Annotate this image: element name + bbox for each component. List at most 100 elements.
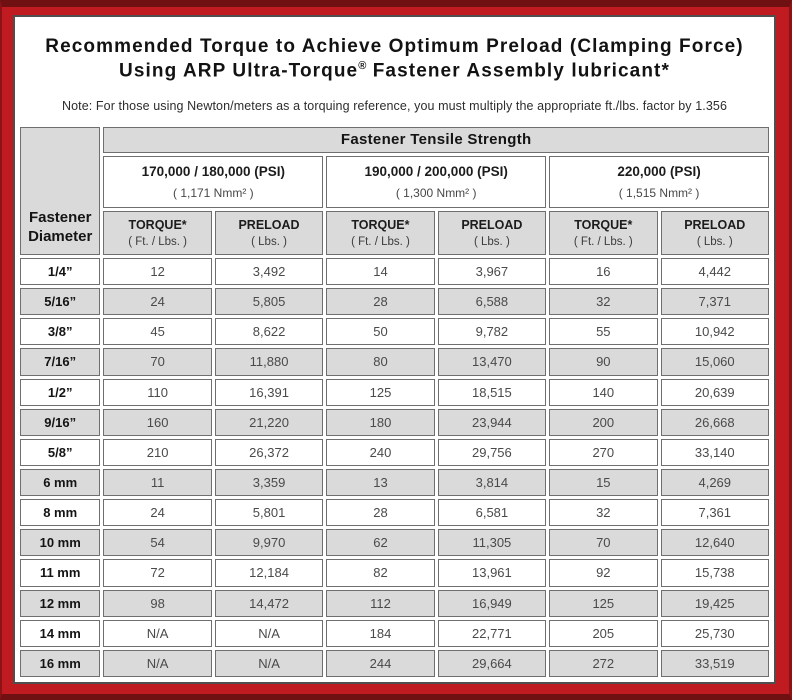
value-cell: 125: [326, 378, 435, 406]
table-row: 6 mm 11 3,359 13 3,814 15 4,269: [20, 468, 769, 497]
corner-header-fastener-diameter: Fastener Diameter: [20, 126, 101, 255]
value-cell: 82: [326, 559, 435, 587]
value-cell: 28: [326, 499, 435, 527]
value-cell: 25,730: [660, 619, 769, 647]
value-cell: 14,472: [214, 589, 324, 617]
value-cell: 18,515: [437, 378, 547, 406]
value-cell: 26,668: [660, 408, 769, 436]
value-cell: 50: [326, 318, 435, 346]
value-cell: 20,639: [660, 378, 769, 406]
value-cell: 22,771: [437, 619, 547, 647]
value-cell: 9,970: [214, 529, 324, 557]
value-cell: 92: [549, 559, 658, 587]
value-cell: 12,184: [214, 559, 324, 587]
value-cell: 5,805: [214, 288, 324, 316]
content-panel: Recommended Torque to Achieve Optimum Pr…: [13, 15, 776, 684]
value-cell: 98: [103, 589, 212, 617]
value-cell: N/A: [214, 619, 324, 647]
value-cell: 13: [326, 468, 435, 497]
value-cell: 11,880: [214, 348, 324, 376]
value-cell: 28: [326, 288, 435, 316]
diameter-cell: 16 mm: [20, 649, 101, 677]
value-cell: 29,756: [437, 438, 547, 466]
diameter-cell: 12 mm: [20, 589, 101, 617]
diameter-cell: 10 mm: [20, 529, 101, 557]
value-cell: 19,425: [660, 589, 769, 617]
psi-group-220: 220,000 (PSI) ( 1,515 Nmm² ): [549, 155, 769, 208]
value-cell: 90: [549, 348, 658, 376]
value-cell: 3,814: [437, 468, 547, 497]
value-cell: 140: [549, 378, 658, 406]
value-cell: 11: [103, 468, 212, 497]
value-cell: 4,442: [660, 257, 769, 286]
preload-column-header: PRELOAD ( Lbs. ): [660, 210, 769, 255]
value-cell: N/A: [214, 649, 324, 677]
table-row: 9/16” 160 21,220 180 23,944 200 26,668: [20, 408, 769, 436]
value-cell: 70: [103, 348, 212, 376]
value-cell: 180: [326, 408, 435, 436]
value-cell: 6,581: [437, 499, 547, 527]
torque-table: Fastener Diameter Fastener Tensile Stren…: [17, 124, 772, 680]
value-cell: 15,738: [660, 559, 769, 587]
value-cell: 12,640: [660, 529, 769, 557]
value-cell: 10,942: [660, 318, 769, 346]
title-line2: Using ARP Ultra-Torque® Fastener Assembl…: [119, 60, 670, 82]
psi-group-row: 170,000 / 180,000 (PSI) ( 1,171 Nmm² ) 1…: [20, 155, 769, 208]
value-cell: 21,220: [214, 408, 324, 436]
diameter-cell: 1/4”: [20, 257, 101, 286]
value-cell: 23,944: [437, 408, 547, 436]
diameter-cell: 7/16”: [20, 348, 101, 376]
value-cell: 13,470: [437, 348, 547, 376]
value-cell: 240: [326, 438, 435, 466]
value-cell: 200: [549, 408, 658, 436]
value-cell: 14: [326, 257, 435, 286]
value-cell: 5,801: [214, 499, 324, 527]
preload-column-header: PRELOAD ( Lbs. ): [437, 210, 547, 255]
preload-column-header: PRELOAD ( Lbs. ): [214, 210, 324, 255]
table-row: 10 mm 54 9,970 62 11,305 70 12,640: [20, 529, 769, 557]
torque-column-header: TORQUE* ( Ft. / Lbs. ): [326, 210, 435, 255]
value-cell: 26,372: [214, 438, 324, 466]
title-block: Recommended Torque to Achieve Optimum Pr…: [15, 17, 774, 124]
title-line1: Recommended Torque to Achieve Optimum Pr…: [45, 36, 744, 57]
tensile-strength-row: Fastener Diameter Fastener Tensile Stren…: [20, 126, 769, 255]
table-row: 12 mm 98 14,472 112 16,949 125 19,425: [20, 589, 769, 617]
diameter-cell: 3/8”: [20, 318, 101, 346]
table-row: 14 mm N/A N/A 184 22,771 205 25,730: [20, 619, 769, 647]
table-row: 16 mm N/A N/A 244 29,664 272 33,519: [20, 649, 769, 677]
table-body: 1/4” 12 3,492 14 3,967 16 4,442 5/16” 24 5,805 28 6…: [20, 257, 769, 677]
value-cell: 15,060: [660, 348, 769, 376]
value-cell: 70: [549, 529, 658, 557]
value-cell: 3,492: [214, 257, 324, 286]
table-row: 11 mm 72 12,184 82 13,961 92 15,738: [20, 559, 769, 587]
value-cell: 7,361: [660, 499, 769, 527]
value-cell: 184: [326, 619, 435, 647]
value-cell: 13,961: [437, 559, 547, 587]
torque-column-header: TORQUE* ( Ft. / Lbs. ): [549, 210, 658, 255]
value-cell: 160: [103, 408, 212, 436]
value-cell: 112: [326, 589, 435, 617]
value-cell: 16,391: [214, 378, 324, 406]
value-cell: 125: [549, 589, 658, 617]
value-cell: 15: [549, 468, 658, 497]
table-row: 7/16” 70 11,880 80 13,470 90 15,060: [20, 348, 769, 376]
value-cell: 16: [549, 257, 658, 286]
diameter-cell: 5/16”: [20, 288, 101, 316]
value-cell: 45: [103, 318, 212, 346]
value-cell: 24: [103, 499, 212, 527]
table-row: 5/16” 24 5,805 28 6,588 32 7,371: [20, 288, 769, 316]
torque-column-header: TORQUE* ( Ft. / Lbs. ): [103, 210, 212, 255]
table-row: 1/4” 12 3,492 14 3,967 16 4,442: [20, 257, 769, 286]
value-cell: 210: [103, 438, 212, 466]
value-cell: 72: [103, 559, 212, 587]
value-cell: N/A: [103, 649, 212, 677]
value-cell: 4,269: [660, 468, 769, 497]
value-cell: 272: [549, 649, 658, 677]
value-cell: 3,967: [437, 257, 547, 286]
conversion-note: Note: For those using Newton/meters as a…: [61, 98, 727, 113]
value-cell: 9,782: [437, 318, 547, 346]
value-cell: 29,664: [437, 649, 547, 677]
table-row: 5/8” 210 26,372 240 29,756 270 33,140: [20, 438, 769, 466]
value-cell: 8,622: [214, 318, 324, 346]
